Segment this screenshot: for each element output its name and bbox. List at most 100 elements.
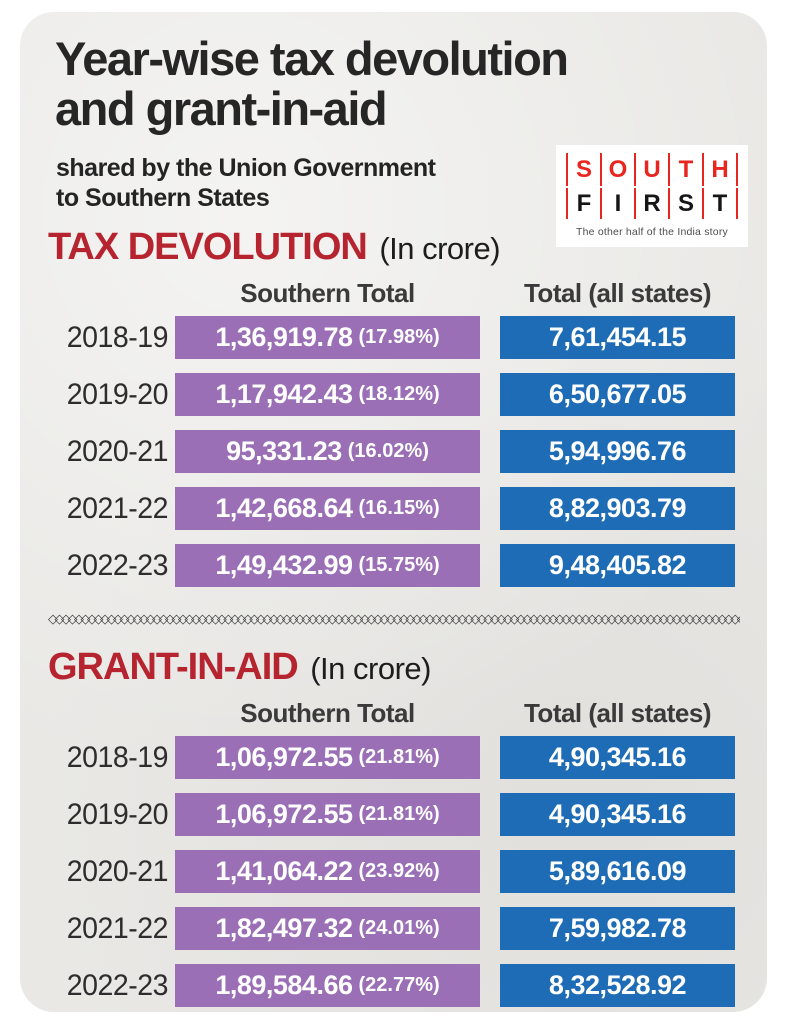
table-row: 2021-22 1,82,497.32 (24.01%) 7,59,982.78 xyxy=(48,907,740,950)
southern-share-pct: (16.15%) xyxy=(358,497,440,519)
row-year: 2018-19 xyxy=(66,740,169,774)
table-rows: 2018-19 1,06,972.55 (21.81%) 4,90,345.16… xyxy=(48,736,740,1007)
southern-total-bar: 1,36,919.78 (17.98%) xyxy=(175,316,480,359)
column-header-total-all-states: Total (all states) xyxy=(523,278,712,308)
page-subtitle: shared by the Union Government to Southe… xyxy=(56,153,536,213)
table-row: 2021-22 1,42,668.64 (16.15%) 8,82,903.79 xyxy=(48,487,740,530)
section-title: GRANT-IN-AID xyxy=(48,646,299,688)
southern-total-bar: 1,49,432.99 (15.75%) xyxy=(175,544,480,587)
row-year: 2022-23 xyxy=(66,548,169,582)
southern-value: 1,06,972.55 xyxy=(215,742,353,772)
southern-value: 1,36,919.78 xyxy=(215,322,353,352)
all-states-value: 6,50,677.05 xyxy=(548,379,687,409)
row-year: 2021-22 xyxy=(66,491,169,525)
all-states-bar: 5,94,996.76 xyxy=(500,430,735,473)
row-year: 2019-20 xyxy=(66,797,169,831)
all-states-bar: 4,90,345.16 xyxy=(500,736,735,779)
all-states-value: 4,90,345.16 xyxy=(548,742,687,772)
southern-share-pct: (24.01%) xyxy=(358,917,440,939)
page-subtitle-line2: to Southern States xyxy=(56,184,270,212)
all-states-bar: 4,90,345.16 xyxy=(500,793,735,836)
row-year: 2019-20 xyxy=(66,377,169,411)
southern-value: 1,82,497.32 xyxy=(215,913,353,943)
diamond-divider: ◇◇◇◇◇◇◇◇◇◇◇◇◇◇◇◇◇◇◇◇◇◇◇◇◇◇◇◇◇◇◇◇◇◇◇◇◇◇◇◇… xyxy=(48,611,740,626)
southern-total-bar: 1,82,497.32 (24.01%) xyxy=(175,907,480,950)
all-states-value: 8,82,903.79 xyxy=(548,493,687,523)
southern-value: 95,331.23 xyxy=(226,436,342,466)
table-row: 2020-21 95,331.23 (16.02%) 5,94,996.76 xyxy=(48,430,740,473)
logo-letter: T xyxy=(702,188,738,219)
page-title: Year-wise tax devolution and grant-in-ai… xyxy=(55,34,755,134)
logo-letter: H xyxy=(702,153,738,186)
row-year: 2022-23 xyxy=(66,968,169,1002)
logo-letter: S xyxy=(668,188,702,219)
all-states-value: 7,61,454.15 xyxy=(548,322,687,352)
section-heading: TAX DEVOLUTION (In crore) xyxy=(48,226,740,270)
southern-value: 1,42,668.64 xyxy=(215,493,353,523)
southern-total-bar: 1,42,668.64 (16.15%) xyxy=(175,487,480,530)
column-header-southern-total: Southern Total xyxy=(240,698,415,728)
logo-letter: U xyxy=(634,153,668,186)
all-states-bar: 7,59,982.78 xyxy=(500,907,735,950)
page-subtitle-line1: shared by the Union Government xyxy=(56,154,436,182)
column-headers: Southern Total Total (all states) xyxy=(48,278,740,310)
logo-letter: R xyxy=(634,188,668,219)
southern-value: 1,41,064.22 xyxy=(215,856,353,886)
table-row: 2019-20 1,06,972.55 (21.81%) 4,90,345.16 xyxy=(48,793,740,836)
southern-share-pct: (21.81%) xyxy=(358,746,440,768)
row-year: 2018-19 xyxy=(66,320,169,354)
southern-total-bar: 1,06,972.55 (21.81%) xyxy=(175,736,480,779)
logo-word-first: F I R S T xyxy=(566,186,738,219)
infographic-card: Year-wise tax devolution and grant-in-ai… xyxy=(20,12,767,1012)
southern-share-pct: (22.77%) xyxy=(358,974,440,996)
south-first-logo: S O U T H F I R S T The other half of th… xyxy=(556,145,748,247)
page-title-line1: Year-wise tax devolution xyxy=(55,32,569,85)
all-states-bar: 5,89,616.09 xyxy=(500,850,735,893)
logo-letter: S xyxy=(566,153,600,186)
southern-total-bar: 1,17,942.43 (18.12%) xyxy=(175,373,480,416)
southern-total-bar: 1,41,064.22 (23.92%) xyxy=(175,850,480,893)
all-states-value: 8,32,528.92 xyxy=(548,970,687,1000)
logo-letter: O xyxy=(600,153,634,186)
southern-share-pct: (17.98%) xyxy=(358,326,440,348)
southern-total-bar: 95,331.23 (16.02%) xyxy=(175,430,480,473)
logo-letter: F xyxy=(566,188,600,219)
column-header-southern-total: Southern Total xyxy=(240,278,415,308)
row-year: 2020-21 xyxy=(66,854,169,888)
all-states-bar: 7,61,454.15 xyxy=(500,316,735,359)
section-unit: (In crore) xyxy=(379,231,501,266)
table-rows: 2018-19 1,36,919.78 (17.98%) 7,61,454.15… xyxy=(48,316,740,587)
all-states-bar: 8,82,903.79 xyxy=(500,487,735,530)
southern-value: 1,49,432.99 xyxy=(215,550,353,580)
column-headers: Southern Total Total (all states) xyxy=(48,698,740,730)
table-row: 2022-23 1,89,584.66 (22.77%) 8,32,528.92 xyxy=(48,964,740,1007)
southern-value: 1,17,942.43 xyxy=(215,379,353,409)
logo-word-south: S O U T H xyxy=(566,153,738,186)
southern-total-bar: 1,89,584.66 (22.77%) xyxy=(175,964,480,1007)
section-title: TAX DEVOLUTION xyxy=(48,226,368,268)
southern-total-bar: 1,06,972.55 (21.81%) xyxy=(175,793,480,836)
all-states-bar: 9,48,405.82 xyxy=(500,544,735,587)
all-states-bar: 6,50,677.05 xyxy=(500,373,735,416)
section-tax-devolution: TAX DEVOLUTION (In crore) Southern Total… xyxy=(48,226,740,601)
southern-share-pct: (18.12%) xyxy=(358,383,440,405)
all-states-value: 5,89,616.09 xyxy=(548,856,687,886)
page-title-line2: and grant-in-aid xyxy=(55,82,388,135)
column-header-total-all-states: Total (all states) xyxy=(523,698,712,728)
table-row: 2019-20 1,17,942.43 (18.12%) 6,50,677.05 xyxy=(48,373,740,416)
section-heading: GRANT-IN-AID (In crore) xyxy=(48,646,740,690)
all-states-value: 5,94,996.76 xyxy=(548,436,687,466)
table-row: 2018-19 1,36,919.78 (17.98%) 7,61,454.15 xyxy=(48,316,740,359)
table-row: 2022-23 1,49,432.99 (15.75%) 9,48,405.82 xyxy=(48,544,740,587)
southern-value: 1,06,972.55 xyxy=(215,799,353,829)
southern-share-pct: (15.75%) xyxy=(358,554,440,576)
logo-tagline: The other half of the India story xyxy=(576,226,728,238)
section-unit: (In crore) xyxy=(310,651,431,686)
all-states-value: 9,48,405.82 xyxy=(548,550,687,580)
table-row: 2020-21 1,41,064.22 (23.92%) 5,89,616.09 xyxy=(48,850,740,893)
all-states-value: 4,90,345.16 xyxy=(548,799,687,829)
southern-share-pct: (16.02%) xyxy=(347,440,429,462)
row-year: 2020-21 xyxy=(66,434,169,468)
southern-share-pct: (23.92%) xyxy=(358,860,440,882)
